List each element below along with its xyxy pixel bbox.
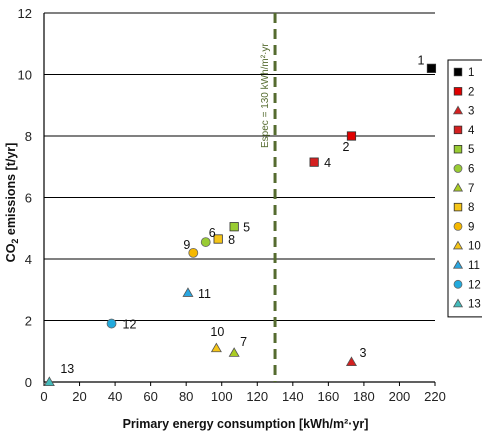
legend-label-9: 9 (468, 221, 474, 233)
legend-label-8: 8 (468, 202, 474, 214)
axes (43, 13, 436, 386)
data-point-6 (200, 237, 211, 247)
legend-marker-1 (453, 67, 463, 77)
legend-box (447, 59, 482, 318)
data-points (43, 63, 437, 386)
point-label-1: 1 (417, 53, 424, 67)
y-axis-title-sub: 2 (10, 239, 20, 244)
x-tick-label: 160 (318, 389, 340, 404)
legend-marker-5 (453, 144, 463, 154)
legend-label-5: 5 (468, 144, 474, 156)
data-point-9 (188, 247, 199, 258)
y-axis-title: CO2 emissions [t/yr] (4, 143, 20, 263)
legend-marker-9 (453, 221, 463, 231)
reference-line-label: Espec = 130 kWh/m²·yr (260, 43, 271, 148)
legend-marker-13 (452, 298, 464, 308)
y-tick-label: 8 (25, 129, 32, 144)
legend-label-7: 7 (468, 183, 474, 195)
point-label-4: 4 (324, 156, 331, 170)
x-tick-label: 200 (389, 389, 411, 404)
point-label-9: 9 (183, 238, 190, 252)
legend-label-13: 13 (468, 299, 481, 311)
y-tick-label: 2 (25, 314, 32, 329)
point-label-7: 7 (240, 335, 247, 349)
legend-label-10: 10 (468, 241, 481, 253)
data-point-3 (345, 356, 357, 367)
point-label-3: 3 (359, 346, 366, 360)
y-axis-title-rest: emissions [t/yr] (4, 143, 18, 239)
point-label-12: 12 (123, 318, 137, 332)
legend-label-6: 6 (468, 164, 474, 176)
data-point-12 (106, 318, 117, 329)
y-tick-label: 12 (18, 6, 32, 21)
legend-marker-10 (452, 240, 464, 250)
data-point-11 (182, 287, 194, 297)
y-tick-label: 4 (25, 252, 32, 267)
y-axis-title-main: CO (4, 243, 18, 262)
point-label-10: 10 (210, 325, 224, 339)
data-point-13 (43, 376, 55, 386)
legend-marker-2 (453, 87, 463, 96)
data-point-2 (346, 131, 357, 141)
reference-line-group: Espec = 130 kWh/m²·yr (260, 13, 277, 382)
legend-marker-4 (453, 125, 463, 135)
legend-label-11: 11 (468, 260, 480, 272)
legend-label-4: 4 (468, 125, 475, 137)
x-tick-label: 60 (143, 389, 157, 404)
data-point-8 (213, 234, 223, 244)
legend-label-3: 3 (468, 106, 474, 118)
legend-label-2: 2 (468, 86, 474, 98)
x-tick-label: 80 (179, 389, 193, 404)
x-tick-label: 120 (246, 389, 268, 404)
point-label-13: 13 (60, 362, 74, 376)
gridlines (44, 12, 435, 321)
data-point-5 (229, 222, 239, 232)
x-axis-title: Primary energy consumption [kWh/m²·yr] (123, 417, 369, 431)
y-tick-label: 0 (25, 375, 32, 390)
legend-marker-12 (453, 279, 463, 289)
data-point-7 (228, 347, 240, 357)
x-tick-label: 180 (353, 389, 375, 404)
x-tick-label: 140 (282, 389, 304, 404)
point-label-5: 5 (243, 221, 250, 235)
legend-marker-3 (452, 105, 464, 115)
legend-marker-11 (452, 259, 464, 269)
y-tick-label: 6 (25, 191, 32, 206)
x-tick-label: 220 (424, 389, 446, 404)
point-label-11: 11 (198, 287, 211, 301)
x-tick-label: 100 (211, 389, 233, 404)
data-point-4 (309, 157, 319, 167)
x-tick-label: 20 (72, 389, 86, 404)
point-label-6: 6 (209, 226, 216, 240)
x-tick-label: 40 (108, 389, 122, 404)
data-point-1 (426, 63, 437, 73)
legend-marker-7 (452, 182, 464, 192)
data-point-10 (210, 342, 222, 353)
y-tick-label: 10 (18, 68, 32, 83)
x-tick-label: 0 (40, 389, 47, 404)
legend-label-12: 12 (468, 279, 481, 291)
legend-marker-8 (453, 202, 463, 212)
legend-marker-6 (453, 164, 463, 173)
point-label-2: 2 (343, 140, 350, 154)
point-label-8: 8 (228, 233, 235, 247)
legend-label-1: 1 (468, 67, 474, 79)
